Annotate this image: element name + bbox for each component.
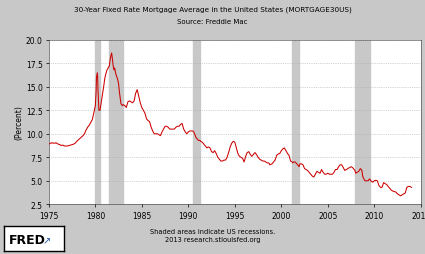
Bar — [292, 41, 299, 204]
Y-axis label: (Percent): (Percent) — [14, 105, 23, 140]
Bar — [355, 41, 370, 204]
Text: Source: Freddie Mac: Source: Freddie Mac — [177, 19, 248, 25]
Bar — [109, 41, 122, 204]
Text: 30-Year Fixed Rate Mortgage Average in the United States (MORTGAGE30US): 30-Year Fixed Rate Mortgage Average in t… — [74, 6, 351, 13]
Text: ↗: ↗ — [43, 235, 51, 245]
Text: Shaded areas indicate US recessions.
2013 research.stlouisfed.org: Shaded areas indicate US recessions. 201… — [150, 229, 275, 243]
Bar — [193, 41, 200, 204]
Bar — [95, 41, 100, 204]
Text: FRED: FRED — [9, 234, 46, 246]
